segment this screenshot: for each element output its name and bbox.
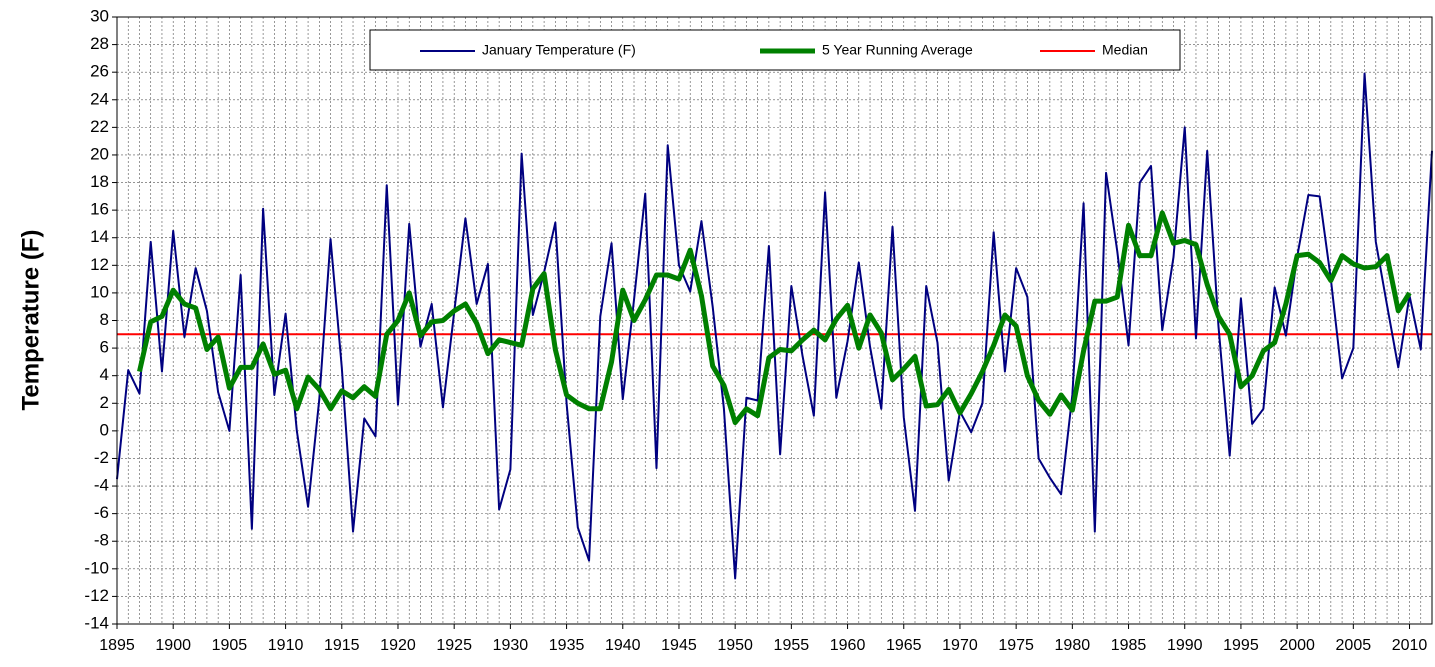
x-tick-label: 1940 (605, 637, 641, 654)
y-tick-label: -4 (94, 476, 109, 495)
y-tick-label: 22 (90, 117, 109, 136)
y-tick-label: 26 (90, 62, 109, 81)
x-tick-label: 1990 (1167, 637, 1203, 654)
y-tick-label: 2 (100, 393, 109, 412)
y-tick-label: 8 (100, 310, 109, 329)
y-tick-label: 0 (100, 420, 109, 439)
x-tick-label: 1975 (998, 637, 1034, 654)
y-tick-label: 18 (90, 172, 109, 191)
y-axis-label: Temperature (F) (17, 230, 44, 411)
x-tick-label: 1905 (212, 637, 248, 654)
y-tick-label: 20 (90, 144, 109, 163)
y-tick-label: -6 (94, 503, 109, 522)
plot-border (116, 16, 1433, 625)
x-tick-label: 1965 (886, 637, 922, 654)
y-tick-label: 16 (90, 200, 109, 219)
x-tick-label: 1985 (1111, 637, 1147, 654)
y-tick-label: 28 (90, 34, 109, 53)
y-tick-label: 30 (90, 6, 109, 25)
y-tick-label: 10 (90, 282, 109, 301)
x-tick-label: 1915 (324, 637, 360, 654)
x-tick-label: 1995 (1223, 637, 1259, 654)
series-line (137, 210, 1412, 426)
y-tick-label: -14 (84, 613, 109, 632)
x-tick-label: 2010 (1392, 637, 1428, 654)
y-tick-label: 4 (100, 365, 109, 384)
x-tick-label: 1950 (717, 637, 753, 654)
y-tick-label: 6 (100, 338, 109, 357)
x-tick-label: 1900 (155, 637, 191, 654)
x-tick-label: 1910 (268, 637, 304, 654)
y-tick-label: 12 (90, 255, 109, 274)
x-tick-label: 1925 (436, 637, 472, 654)
legend-label: 5 Year Running Average (822, 42, 973, 58)
legend: January Temperature (F) 5 Year Running Av… (369, 29, 1181, 71)
x-tick-label: 1980 (1055, 637, 1091, 654)
y-tick-label: -8 (94, 531, 109, 550)
legend-label: January Temperature (F) (482, 42, 636, 58)
y-tick-label: -10 (84, 558, 109, 577)
x-tick-label: 2000 (1279, 637, 1315, 654)
x-tick-label: 2005 (1336, 637, 1372, 654)
x-tick-label: 1945 (661, 637, 697, 654)
x-tick-label: 1960 (830, 637, 866, 654)
x-tick-label: 1930 (493, 637, 529, 654)
y-tick-label: 14 (90, 227, 109, 246)
series-line (116, 72, 1433, 580)
y-tick-label: 24 (90, 89, 109, 108)
legend-label: Median (1102, 42, 1148, 58)
x-tick-label: 1935 (549, 637, 585, 654)
x-tick-label: 1955 (774, 637, 810, 654)
y-tick-label: -2 (94, 448, 109, 467)
y-tick-label: -12 (84, 586, 109, 605)
x-tick-label: 1895 (99, 637, 135, 654)
x-tick-label: 1970 (942, 637, 978, 654)
x-tick-label: 1920 (380, 637, 416, 654)
